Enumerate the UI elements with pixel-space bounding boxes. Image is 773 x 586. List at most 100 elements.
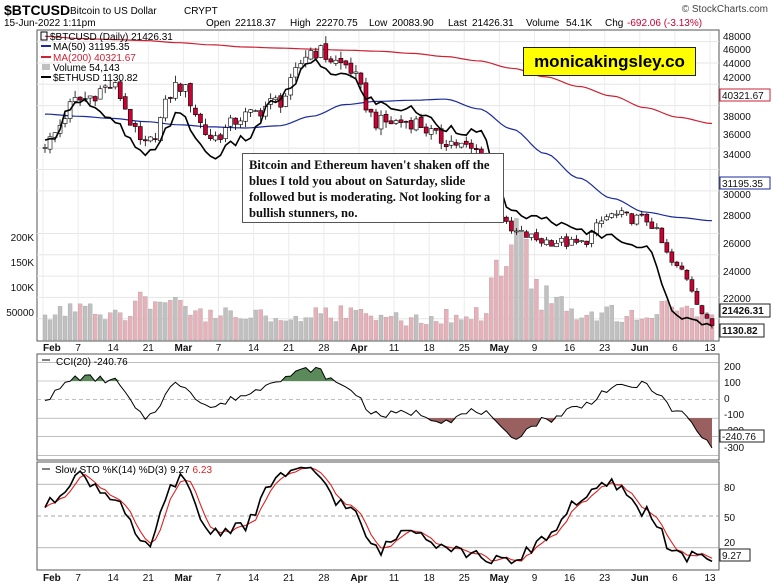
- volume-bar: [358, 309, 364, 341]
- candle-body: [564, 236, 569, 247]
- legend-ma200: MA(200) 40321.67: [53, 53, 136, 64]
- volume-bar: [479, 320, 484, 341]
- volume-bar: [489, 277, 494, 341]
- candle-body: [323, 43, 329, 60]
- x-axis-label: 21: [283, 573, 295, 584]
- ma200-tag: 40321.67: [722, 91, 764, 102]
- x-axis-label: 16: [564, 573, 576, 584]
- x-axis-label: 9: [532, 573, 538, 584]
- volume-bar: [248, 317, 253, 341]
- candle-body: [529, 233, 534, 238]
- volume-bar: [308, 317, 313, 341]
- legend-volume: Volume 54,143: [53, 63, 120, 74]
- candle-body: [418, 116, 424, 128]
- x-axis-labels-bottom: Feb 7 14 21 Mar 7 14 21 28 Apr 11 18 25 May 9 16 23 Jun 6 1…: [43, 573, 716, 584]
- volume-bar: [213, 318, 218, 341]
- volume-bar: [469, 319, 474, 341]
- candle-body: [704, 314, 710, 319]
- candle-body: [423, 126, 429, 134]
- eth-overlay-line: [44, 58, 713, 327]
- candle-body: [659, 227, 665, 244]
- volume-bar: [203, 321, 208, 341]
- volume-bar: [118, 312, 123, 341]
- cci-tick: -300: [724, 443, 744, 454]
- candle-body: [669, 251, 675, 263]
- volume-bar: [459, 319, 464, 341]
- candle-body: [308, 50, 314, 60]
- candle-body: [163, 98, 168, 119]
- volume-bar: [153, 301, 158, 341]
- price-tick: 42000: [723, 73, 751, 84]
- candle-body: [273, 97, 278, 101]
- volume-bar: [343, 317, 349, 341]
- volume-bar: [108, 312, 113, 341]
- candle-body: [173, 82, 178, 99]
- sto-d-value: 6.23: [193, 465, 213, 476]
- candle-body: [97, 88, 103, 100]
- candle-body: [193, 107, 198, 116]
- volume-bar: [549, 303, 554, 341]
- volume-bar: [589, 311, 594, 341]
- volume-bar: [128, 316, 133, 341]
- price-tick: 28000: [723, 211, 751, 222]
- candle-body: [298, 63, 304, 69]
- legend-eth: $ETHUSD 1130.82: [53, 73, 138, 84]
- candle-body: [634, 214, 640, 225]
- volume-bar: [659, 301, 664, 341]
- cci-tick: 0: [724, 394, 730, 405]
- quote-last: 21426.31: [472, 18, 514, 29]
- candle-body: [629, 213, 635, 224]
- volume-bar: [519, 232, 524, 341]
- volume-bar: [669, 306, 675, 341]
- sto-k-line: [44, 466, 713, 565]
- volume-bar: [263, 315, 268, 341]
- cci-tick: 100: [724, 378, 741, 389]
- candle-body: [509, 220, 514, 232]
- candle-body: [258, 110, 263, 117]
- candle-body: [122, 96, 128, 110]
- ma50-tag-box: [719, 176, 771, 190]
- candle-body: [137, 126, 143, 141]
- volume-bar: [464, 316, 469, 341]
- volume-bar: [193, 310, 198, 341]
- candle-body: [383, 114, 389, 123]
- candle-body: [183, 84, 188, 92]
- quote-volume: 54.1K: [566, 18, 592, 29]
- volume-bar: [524, 238, 529, 341]
- x-axis-label: 14: [248, 343, 260, 354]
- candle-body: [148, 136, 153, 142]
- candle-body: [42, 147, 48, 149]
- candle-body: [228, 117, 233, 127]
- cci-negative-fill: [45, 418, 712, 448]
- volume-bar: [218, 315, 223, 341]
- candle-body: [428, 128, 434, 135]
- candle-body: [413, 118, 419, 131]
- candle-body: [599, 220, 604, 224]
- candle-body: [619, 210, 625, 215]
- volume-bar: [679, 307, 685, 341]
- candle-body: [604, 216, 609, 221]
- volume-bar: [52, 314, 58, 341]
- volume-bar: [544, 285, 549, 341]
- volume-bar: [223, 307, 228, 341]
- price-tick: 44000: [723, 59, 751, 70]
- candle-body: [614, 213, 620, 216]
- candle-body: [243, 111, 248, 122]
- candle-body: [343, 60, 349, 66]
- candle-body: [664, 242, 670, 253]
- volume-bar: [238, 318, 243, 341]
- candle-body: [649, 221, 655, 229]
- volume-bar: [418, 322, 424, 341]
- candle-body: [624, 211, 630, 214]
- x-axis-labels-top: Feb 7 14 21 Mar 7 14 21 28 Apr 11 18 25 May 9 16 23 Jun 6 1…: [43, 343, 716, 354]
- volume-bar: [413, 314, 419, 341]
- x-axis-label: Mar: [175, 573, 193, 584]
- cci-last-tag: -240.76: [722, 432, 756, 443]
- candle-body: [293, 67, 299, 78]
- volume-bar: [233, 317, 238, 341]
- candle-body: [514, 230, 519, 233]
- candle-body: [223, 127, 228, 139]
- volume-bar: [529, 288, 534, 341]
- candle-body: [559, 238, 564, 243]
- candle-body: [72, 97, 78, 102]
